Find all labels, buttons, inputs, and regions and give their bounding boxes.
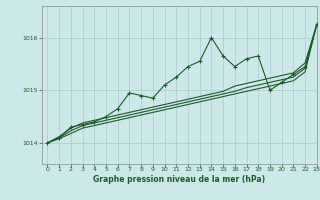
X-axis label: Graphe pression niveau de la mer (hPa): Graphe pression niveau de la mer (hPa) xyxy=(93,175,265,184)
